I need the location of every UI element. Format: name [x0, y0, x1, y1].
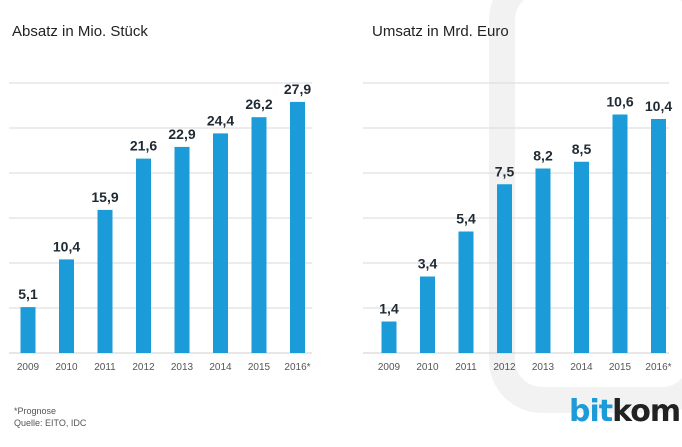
bar — [574, 161, 589, 353]
chart-title-umsatz: Umsatz in Mrd. Euro — [372, 23, 509, 40]
x-tick-label: 2010 — [416, 362, 439, 373]
bar — [59, 259, 74, 353]
data-label: 10,4 — [645, 98, 672, 114]
data-label: 22,9 — [168, 126, 195, 142]
data-label: 10,4 — [53, 238, 80, 254]
footnote-source: Quelle: EITO, IDC — [14, 418, 87, 428]
bar — [381, 321, 397, 353]
footnote-prognose: *Prognose — [14, 406, 57, 416]
data-label: 10,6 — [606, 94, 633, 110]
data-label: 7,5 — [495, 163, 515, 179]
x-tick-label: 2016* — [645, 362, 671, 373]
x-tick-label: 2014 — [570, 362, 593, 373]
data-label: 26,2 — [245, 96, 272, 112]
data-label: 27,9 — [284, 81, 311, 97]
bar — [290, 101, 305, 354]
chart-panel-umsatz: Umsatz in Mrd. Euro 1,4 2009 3,4 2010 5,4 201… — [341, 0, 682, 390]
x-tick-label: 2015 — [609, 362, 632, 373]
x-tick-label: 2013 — [171, 362, 194, 373]
bar — [458, 231, 474, 353]
bar — [651, 119, 666, 353]
data-label: 1,4 — [379, 301, 399, 317]
bar — [136, 158, 151, 353]
data-label: 8,2 — [533, 148, 553, 164]
x-tick-label: 2012 — [493, 362, 516, 373]
bitkom-logo: bitkom — [569, 394, 681, 429]
data-label: 3,4 — [418, 256, 438, 272]
x-tick-label: 2016* — [284, 362, 310, 373]
x-tick-label: 2013 — [532, 362, 555, 373]
chart-title-absatz: Absatz in Mio. Stück — [12, 23, 148, 40]
x-tick-label: 2012 — [132, 362, 155, 373]
bar — [420, 276, 435, 353]
logo-part-kom: kom — [612, 394, 681, 429]
x-tick-label: 2011 — [455, 362, 477, 373]
x-tick-label: 2014 — [209, 362, 232, 373]
data-label: 21,6 — [130, 138, 157, 154]
x-tick-label: 2009 — [17, 362, 40, 373]
bar — [20, 307, 36, 353]
data-label: 5,1 — [18, 286, 38, 302]
chart-absatz: 5,1 2009 10,4 2010 15,9 2011 21,6 2012 22,9 2013 2… — [9, 81, 312, 373]
logo-part-bit: bit — [569, 394, 613, 429]
data-label: 8,5 — [572, 141, 592, 157]
bar — [535, 168, 551, 353]
bar — [213, 133, 228, 353]
x-tick-label: 2010 — [55, 362, 78, 373]
x-tick-label: 2009 — [378, 362, 401, 373]
bar — [174, 146, 190, 353]
chart-panel-absatz: Absatz in Mio. Stück 5,1 2009 10,4 2010 15,9… — [0, 0, 341, 390]
bar — [251, 117, 267, 353]
x-tick-label: 2015 — [248, 362, 271, 373]
bar — [612, 114, 628, 353]
footnote: *Prognose Quelle: EITO, IDC — [14, 405, 86, 429]
chart-umsatz: 1,4 2009 3,4 2010 5,4 2011 7,5 2012 8,2 2013 8,5 20… — [363, 82, 672, 373]
data-label: 5,4 — [456, 211, 476, 227]
bar — [497, 184, 512, 353]
x-tick-label: 2011 — [94, 362, 116, 373]
data-label: 15,9 — [91, 189, 118, 205]
bar — [97, 209, 113, 353]
data-label: 24,4 — [207, 112, 234, 128]
